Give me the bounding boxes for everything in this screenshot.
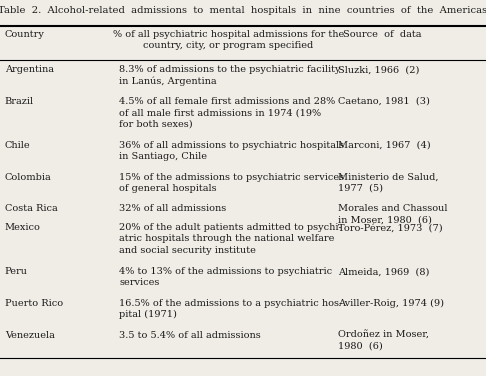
Text: Marconi, 1967  (4): Marconi, 1967 (4) [338, 141, 431, 150]
Text: Ministerio de Salud,
1977  (5): Ministerio de Salud, 1977 (5) [338, 173, 438, 193]
Text: 4% to 13% of the admissions to psychiatric
services: 4% to 13% of the admissions to psychiatr… [119, 267, 332, 287]
Text: Mexico: Mexico [5, 223, 41, 232]
Text: Costa Rica: Costa Rica [5, 204, 58, 213]
Text: Caetano, 1981  (3): Caetano, 1981 (3) [338, 97, 430, 106]
Text: 20% of the adult patients admitted to psychi-
atric hospitals through the nation: 20% of the adult patients admitted to ps… [119, 223, 342, 255]
Text: 36% of all admissions to psychiatric hospitals
in Santiago, Chile: 36% of all admissions to psychiatric hos… [119, 141, 344, 161]
Text: 16.5% of the admissions to a psychiatric hos-
pital (1971): 16.5% of the admissions to a psychiatric… [119, 299, 342, 319]
Text: Toro-Pérez, 1973  (7): Toro-Pérez, 1973 (7) [338, 223, 442, 232]
Text: Source  of  data: Source of data [343, 30, 421, 39]
Text: 32% of all admissions: 32% of all admissions [119, 204, 226, 213]
Text: Morales and Chassoul
in Moser, 1980  (6): Morales and Chassoul in Moser, 1980 (6) [338, 204, 447, 224]
Text: Chile: Chile [5, 141, 31, 150]
Text: 3.5 to 5.4% of all admissions: 3.5 to 5.4% of all admissions [119, 331, 261, 340]
Text: 8.3% of admissions to the psychiatric facility
in Lanús, Argentina: 8.3% of admissions to the psychiatric fa… [119, 65, 341, 86]
Text: 15% of the admissions to psychiatric services
of general hospitals: 15% of the admissions to psychiatric ser… [119, 173, 344, 193]
Text: Puerto Rico: Puerto Rico [5, 299, 63, 308]
Text: Venezuela: Venezuela [5, 331, 55, 340]
Text: Colombia: Colombia [5, 173, 52, 182]
Text: Ordoñez in Moser,
1980  (6): Ordoñez in Moser, 1980 (6) [338, 331, 429, 351]
Text: Almeida, 1969  (8): Almeida, 1969 (8) [338, 267, 429, 276]
Text: Country: Country [5, 30, 45, 39]
Text: Table  2.  Alcohol-related  admissions  to  mental  hospitals  in  nine  countri: Table 2. Alcohol-related admissions to m… [0, 6, 486, 15]
Text: Sluzki, 1966  (2): Sluzki, 1966 (2) [338, 65, 419, 74]
Text: % of all psychiatric hospital admissions for the
country, city, or program speci: % of all psychiatric hospital admissions… [113, 30, 344, 50]
Text: Peru: Peru [5, 267, 28, 276]
Text: Brazil: Brazil [5, 97, 34, 106]
Text: Argentina: Argentina [5, 65, 54, 74]
Text: 4.5% of all female first admissions and 28%
of all male first admissions in 1974: 4.5% of all female first admissions and … [119, 97, 335, 128]
Text: Aviller-Roig, 1974 (9): Aviller-Roig, 1974 (9) [338, 299, 444, 308]
